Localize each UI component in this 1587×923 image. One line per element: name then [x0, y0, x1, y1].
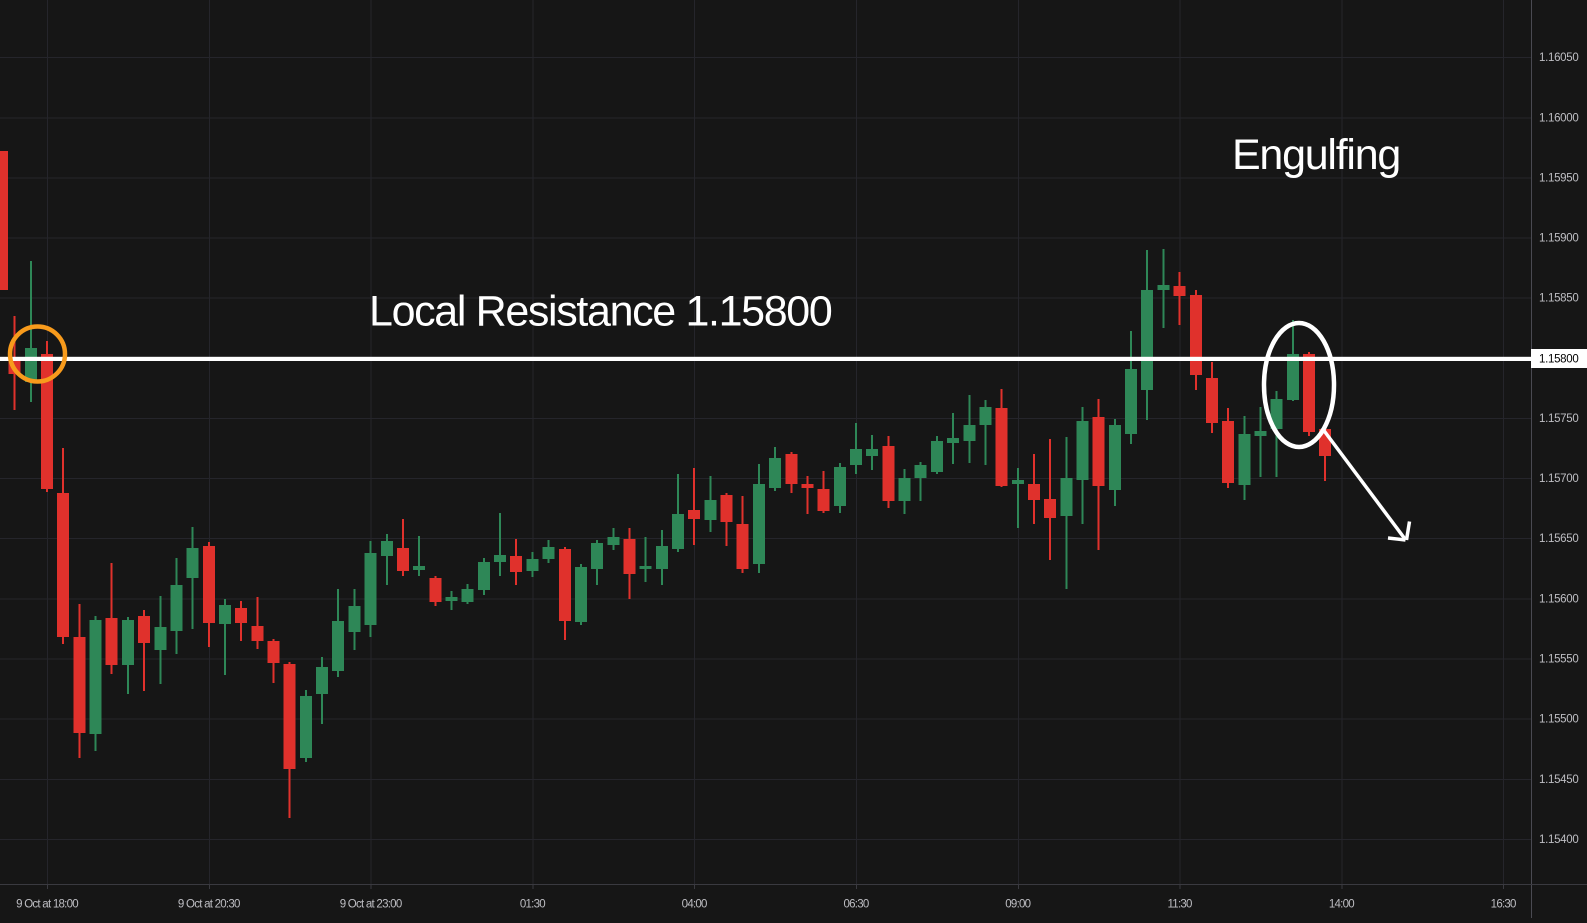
- svg-text:1.15500: 1.15500: [1539, 714, 1578, 726]
- svg-text:04:00: 04:00: [682, 899, 707, 911]
- svg-text:1.16000: 1.16000: [1539, 112, 1578, 124]
- svg-text:1.15900: 1.15900: [1539, 233, 1578, 245]
- svg-text:1.15700: 1.15700: [1539, 473, 1578, 485]
- svg-text:06:30: 06:30: [843, 899, 868, 911]
- svg-text:14:00: 14:00: [1329, 899, 1354, 911]
- svg-text:1.15850: 1.15850: [1539, 293, 1578, 305]
- svg-text:1.15600: 1.15600: [1539, 593, 1578, 605]
- svg-text:1.16050: 1.16050: [1539, 52, 1578, 64]
- svg-text:1.15400: 1.15400: [1539, 834, 1578, 846]
- svg-text:9 Oct at 18:00: 9 Oct at 18:00: [16, 899, 78, 911]
- svg-text:16:30: 16:30: [1491, 899, 1516, 911]
- svg-text:1.15800: 1.15800: [1539, 353, 1578, 365]
- svg-text:01:30: 01:30: [520, 899, 545, 911]
- svg-text:1.15550: 1.15550: [1539, 654, 1578, 666]
- svg-text:9 Oct at 20:30: 9 Oct at 20:30: [178, 899, 240, 911]
- svg-text:11:30: 11:30: [1168, 899, 1193, 911]
- svg-text:1.15450: 1.15450: [1539, 774, 1578, 786]
- svg-text:Engulfing: Engulfing: [1232, 131, 1400, 179]
- svg-text:09:00: 09:00: [1005, 899, 1030, 911]
- svg-text:1.15750: 1.15750: [1539, 413, 1578, 425]
- svg-text:Local Resistance 1.15800: Local Resistance 1.15800: [369, 288, 832, 336]
- svg-text:1.15650: 1.15650: [1539, 533, 1578, 545]
- svg-text:9 Oct at 23:00: 9 Oct at 23:00: [340, 899, 402, 911]
- svg-text:1.15950: 1.15950: [1539, 173, 1578, 185]
